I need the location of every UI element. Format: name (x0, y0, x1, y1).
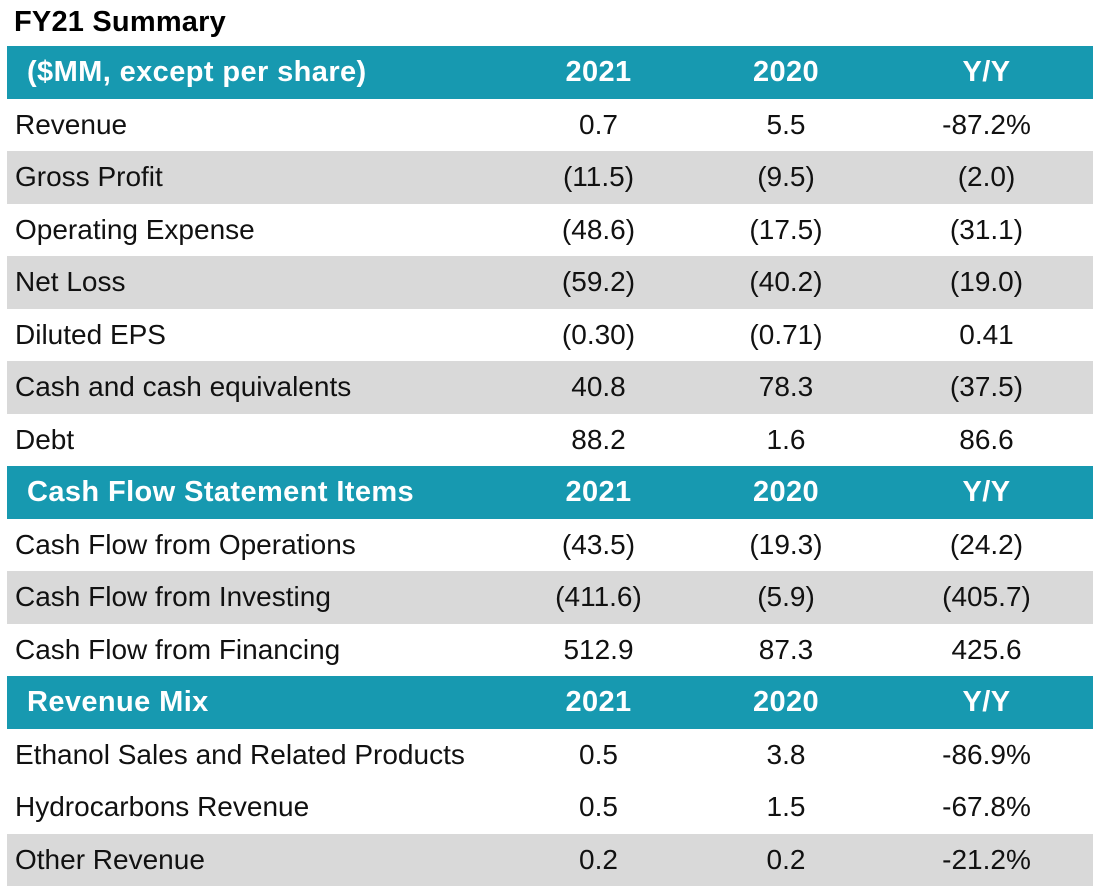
value-yy: (31.1) (880, 203, 1093, 256)
value-2020: 87.3 (692, 623, 880, 676)
value-2021: 40.8 (505, 361, 692, 414)
value-2021: (0.30) (505, 308, 692, 361)
value-2021: 88.2 (505, 413, 692, 466)
table-row: Cash and cash equivalents 40.8 78.3 (37.… (7, 361, 1093, 414)
value-yy: -67.8% (880, 781, 1093, 834)
table-row: Operating Expense (48.6) (17.5) (31.1) (7, 203, 1093, 256)
table-row: Gross Profit (11.5) (9.5) (2.0) (7, 151, 1093, 204)
column-header-2020: 2020 (692, 46, 880, 99)
row-label: Gross Profit (7, 151, 505, 204)
value-2021: (43.5) (505, 518, 692, 571)
value-2021: (59.2) (505, 256, 692, 309)
section-header-income: ($MM, except per share) 2021 2020 Y/Y (7, 46, 1093, 99)
value-2021: 0.5 (505, 728, 692, 781)
table-row: Cash Flow from Operations (43.5) (19.3) … (7, 518, 1093, 571)
column-header-2021: 2021 (505, 466, 692, 519)
row-label: Debt (7, 413, 505, 466)
value-yy: 425.6 (880, 623, 1093, 676)
section-header-label: Cash Flow Statement Items (7, 466, 505, 519)
page-title: FY21 Summary (14, 6, 226, 38)
summary-table: ($MM, except per share) 2021 2020 Y/Y Re… (7, 46, 1093, 886)
row-label: Cash Flow from Operations (7, 518, 505, 571)
section-header-label: Revenue Mix (7, 676, 505, 729)
value-yy: (24.2) (880, 518, 1093, 571)
value-2021: (11.5) (505, 151, 692, 204)
column-header-2020: 2020 (692, 466, 880, 519)
value-2020: 1.6 (692, 413, 880, 466)
row-label: Net Loss (7, 256, 505, 309)
value-yy: (2.0) (880, 151, 1093, 204)
table-row: Diluted EPS (0.30) (0.71) 0.41 (7, 308, 1093, 361)
table-row: Hydrocarbons Revenue 0.5 1.5 -67.8% (7, 781, 1093, 834)
table-row: Net Loss (59.2) (40.2) (19.0) (7, 256, 1093, 309)
row-label: Other Revenue (7, 833, 505, 886)
row-label: Cash Flow from Investing (7, 571, 505, 624)
column-header-yy: Y/Y (880, 46, 1093, 99)
table-row: Cash Flow from Financing 512.9 87.3 425.… (7, 623, 1093, 676)
value-yy: -86.9% (880, 728, 1093, 781)
value-2020: 0.2 (692, 833, 880, 886)
table-row: Cash Flow from Investing (411.6) (5.9) (… (7, 571, 1093, 624)
section-header-revenue-mix: Revenue Mix 2021 2020 Y/Y (7, 676, 1093, 729)
table-row: Ethanol Sales and Related Products 0.5 3… (7, 728, 1093, 781)
value-2021: (411.6) (505, 571, 692, 624)
value-yy: 0.41 (880, 308, 1093, 361)
row-label: Diluted EPS (7, 308, 505, 361)
value-yy: -21.2% (880, 833, 1093, 886)
value-2020: (9.5) (692, 151, 880, 204)
row-label: Revenue (7, 98, 505, 151)
value-2020: 3.8 (692, 728, 880, 781)
row-label: Cash and cash equivalents (7, 361, 505, 414)
value-2020: (0.71) (692, 308, 880, 361)
section-header-cash-flow: Cash Flow Statement Items 2021 2020 Y/Y (7, 466, 1093, 519)
value-2021: (48.6) (505, 203, 692, 256)
value-yy: (19.0) (880, 256, 1093, 309)
value-2021: 512.9 (505, 623, 692, 676)
value-yy: (37.5) (880, 361, 1093, 414)
column-header-2020: 2020 (692, 676, 880, 729)
value-2020: 5.5 (692, 98, 880, 151)
value-2020: (17.5) (692, 203, 880, 256)
value-2020: 78.3 (692, 361, 880, 414)
value-yy: -87.2% (880, 98, 1093, 151)
table-row: Revenue 0.7 5.5 -87.2% (7, 98, 1093, 151)
value-2020: 1.5 (692, 781, 880, 834)
column-header-2021: 2021 (505, 46, 692, 99)
column-header-yy: Y/Y (880, 676, 1093, 729)
value-2020: (19.3) (692, 518, 880, 571)
value-2020: (5.9) (692, 571, 880, 624)
table-row: Debt 88.2 1.6 86.6 (7, 413, 1093, 466)
row-label: Operating Expense (7, 203, 505, 256)
row-label: Ethanol Sales and Related Products (7, 728, 505, 781)
row-label: Cash Flow from Financing (7, 623, 505, 676)
section-header-label: ($MM, except per share) (7, 46, 505, 99)
value-2021: 0.7 (505, 98, 692, 151)
row-label: Hydrocarbons Revenue (7, 781, 505, 834)
value-2021: 0.5 (505, 781, 692, 834)
column-header-2021: 2021 (505, 676, 692, 729)
value-2020: (40.2) (692, 256, 880, 309)
value-2021: 0.2 (505, 833, 692, 886)
column-header-yy: Y/Y (880, 466, 1093, 519)
value-yy: (405.7) (880, 571, 1093, 624)
value-yy: 86.6 (880, 413, 1093, 466)
table-row: Other Revenue 0.2 0.2 -21.2% (7, 833, 1093, 886)
